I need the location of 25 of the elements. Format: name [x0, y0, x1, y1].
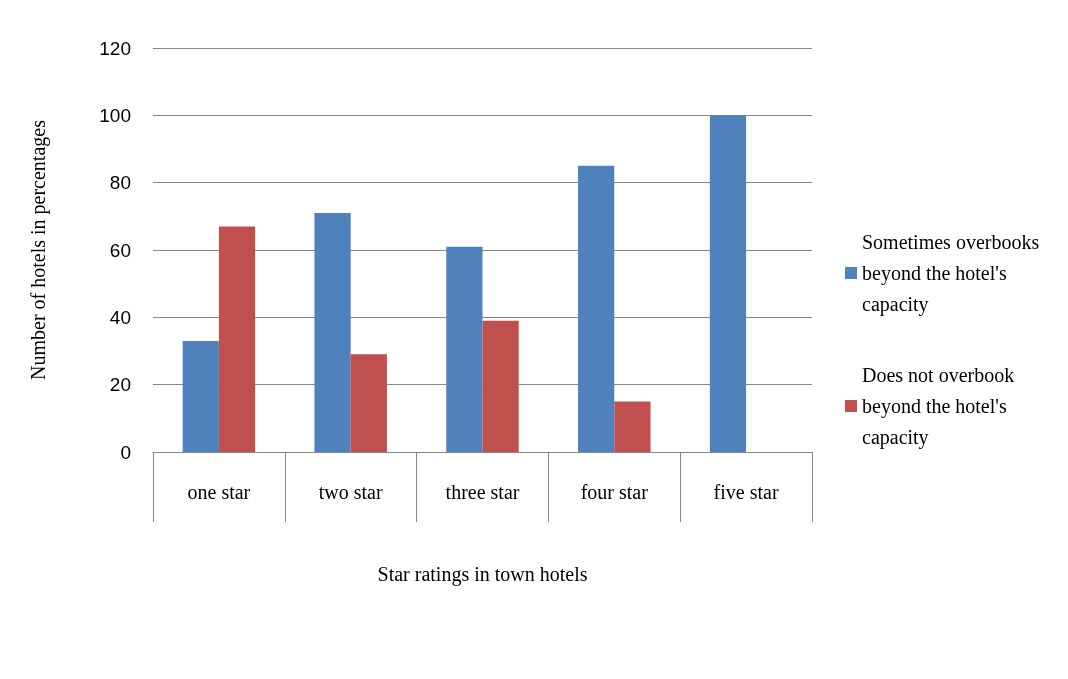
x-tick-label: one star	[187, 481, 251, 503]
y-tick-label: 120	[99, 37, 131, 59]
y-axis-title: Number of hotels in percentages	[27, 119, 50, 380]
bar	[314, 212, 351, 452]
y-tick-label: 0	[120, 441, 131, 463]
legend-label: Sometimes overbooks beyond the hotel's capacity	[862, 231, 1045, 316]
y-tick-label: 80	[109, 172, 131, 194]
legend-label: Does not overbook beyond the hotel's capacity	[862, 364, 1020, 449]
y-tick-label: 40	[109, 306, 131, 328]
bar	[446, 246, 483, 452]
x-axis-title: Star ratings in town hotels	[377, 563, 588, 586]
bar	[182, 340, 219, 452]
x-tick-label: two star	[318, 481, 383, 503]
bar	[350, 354, 387, 452]
y-tick-label: 100	[99, 104, 131, 126]
bar	[578, 165, 615, 452]
y-tick-label: 20	[109, 374, 131, 396]
y-tick-label: 60	[109, 239, 131, 261]
bar	[709, 115, 747, 452]
x-tick-label: four star	[580, 481, 649, 503]
x-tick-label: three star	[445, 481, 520, 503]
x-tick-label: five star	[713, 481, 779, 503]
bar	[482, 320, 519, 452]
bar	[218, 226, 256, 452]
bar	[614, 401, 651, 452]
